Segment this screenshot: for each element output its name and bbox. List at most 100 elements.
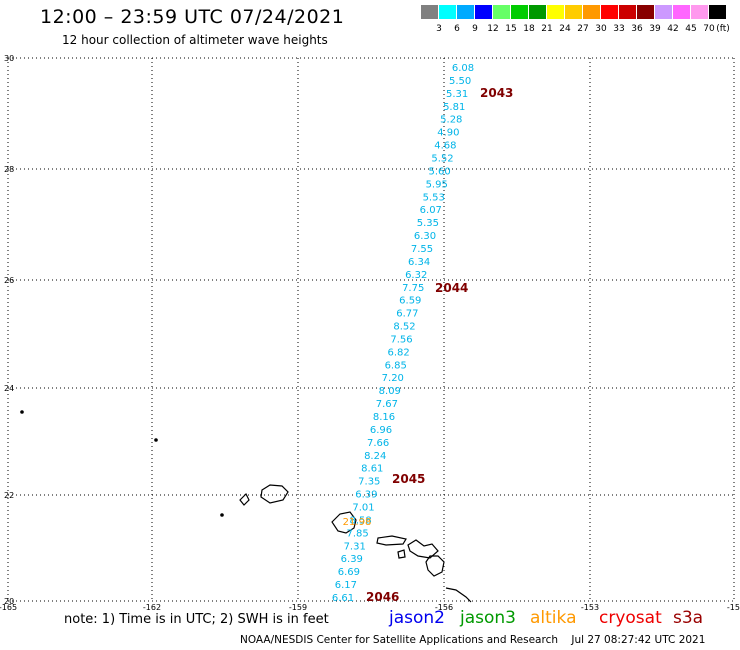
swh-value: 6.69 [338, 567, 360, 578]
swh-value: 8.09 [379, 386, 401, 397]
swh-value: 7.01 [352, 503, 374, 514]
pass-time-label: 2045 [392, 472, 425, 486]
swh-value: 6.39 [355, 490, 377, 501]
legend-label: 39 [649, 24, 661, 34]
longitude-tick-label: -15 [727, 603, 740, 612]
legend-swatch [583, 5, 600, 19]
satellite-name-altika: altika [530, 608, 577, 628]
latitude-tick-label: 24 [4, 384, 14, 393]
swh-value: 8.16 [373, 412, 395, 423]
swh-value: 6.85 [385, 360, 407, 371]
legend-swatch [601, 5, 618, 19]
map-title: 12:00 – 23:59 UTC 07/24/2021 [40, 6, 345, 28]
legend-label: 24 [559, 24, 571, 34]
latitude-tick-label: 28 [4, 165, 14, 174]
pass-time-label: 2046 [366, 590, 399, 604]
nihoa-island [220, 513, 224, 517]
satellite-name-jason2: jason2 [389, 608, 445, 628]
legend-swatch [457, 5, 474, 19]
swh-value: 7.66 [367, 438, 389, 449]
legend-label: 45 [685, 24, 697, 34]
swh-value: 7.20 [382, 373, 404, 384]
lanai-island [397, 549, 406, 559]
swh-value: 5.52 [431, 154, 453, 165]
latitude-tick-label: 22 [4, 491, 14, 500]
hawaii-islands [20, 410, 472, 603]
legend-label: 6 [454, 24, 460, 34]
swh-value: 7.55 [411, 244, 433, 255]
legend-label: 3 [436, 24, 442, 34]
swh-value-highlight: 21.98 [343, 517, 372, 528]
altimeter-track: 6.08 5.50 5.31 5.81 5.28 4.90 4.68 5.525.60 5.95… [332, 63, 474, 604]
hawaii-coast-south [445, 587, 472, 603]
legend-swatch [421, 5, 438, 19]
legend-label: 33 [613, 24, 625, 34]
swh-value: 5.28 [440, 115, 462, 126]
satellite-name-jason3: jason3 [460, 608, 516, 628]
footer-note: note: 1) Time is in UTC; 2) SWH is in fe… [64, 612, 329, 627]
hawaii-big-island [425, 555, 445, 577]
swh-value: 7.56 [390, 335, 412, 346]
legend-swatch [637, 5, 654, 19]
legend-label: 9 [472, 24, 478, 34]
legend-swatch [691, 5, 708, 19]
credit-line: NOAA/NESDIS Center for Satellite Applica… [240, 634, 706, 646]
legend-swatch [673, 5, 690, 19]
swh-value: 7.67 [376, 399, 398, 410]
longitude-tick-label: -159 [289, 603, 307, 612]
swh-value: 5.95 [426, 179, 448, 190]
legend-label: 36 [631, 24, 643, 34]
swh-value: 4.90 [437, 128, 459, 139]
latitude-tick-label: 30 [4, 54, 14, 63]
legend-label: 18 [523, 24, 535, 34]
longitude-tick-label: -165 [0, 603, 17, 612]
legend-label: 27 [577, 24, 589, 34]
latitude-tick-label: 20 [4, 597, 14, 606]
swh-value: 8.58 [349, 515, 371, 526]
swh-value: 6.82 [387, 347, 409, 358]
oahu-island [331, 511, 357, 534]
maui-island [407, 539, 439, 559]
swh-value: 8.61 [361, 464, 383, 475]
swh-value: 5.53 [423, 192, 445, 203]
legend-swatch [547, 5, 564, 19]
legend-label: 12 [487, 24, 499, 34]
swh-value: 5.60 [428, 166, 450, 177]
swh-value: 5.31 [446, 89, 468, 100]
satellite-name-cryosat: cryosat [599, 608, 662, 628]
legend-swatch [655, 5, 672, 19]
legend-label: 21 [541, 24, 553, 34]
legend-swatch [529, 5, 546, 19]
legend-swatch [511, 5, 528, 19]
niihau-island [239, 492, 250, 506]
legend-swatch [475, 5, 492, 19]
swh-value: 7.31 [344, 541, 366, 552]
gardner-pinnacles [20, 410, 24, 414]
legend-swatch [709, 5, 726, 19]
necker-island [154, 438, 158, 442]
legend-swatch [493, 5, 510, 19]
swh-value: 6.77 [396, 309, 418, 320]
swh-value: 6.61 [332, 593, 354, 604]
swh-value: 7.85 [346, 528, 368, 539]
swh-value: 6.30 [414, 231, 436, 242]
swh-value: 8.24 [364, 451, 386, 462]
swh-value: 6.17 [335, 580, 357, 591]
kauai-island [260, 484, 289, 504]
legend-swatch [565, 5, 582, 19]
legend-label: 30 [595, 24, 607, 34]
swh-value: 5.35 [417, 218, 439, 229]
lat-lon-grid: -165 -162 -159 -156 -153 -15 30 28 26 24 22 20 [0, 54, 740, 612]
swh-value: 6.07 [420, 205, 442, 216]
swh-value: 7.35 [358, 477, 380, 488]
legend-unit: (ft) [716, 24, 730, 34]
legend-swatch [619, 5, 636, 19]
latitude-tick-label: 26 [4, 276, 14, 285]
satellite-name-s3a: s3a [673, 608, 704, 628]
pass-time-label: 2044 [435, 281, 468, 295]
longitude-tick-label: -162 [143, 603, 161, 612]
swh-value: 6.59 [399, 296, 421, 307]
swh-value: 6.08 [452, 63, 474, 74]
swh-value: 5.50 [449, 76, 471, 87]
